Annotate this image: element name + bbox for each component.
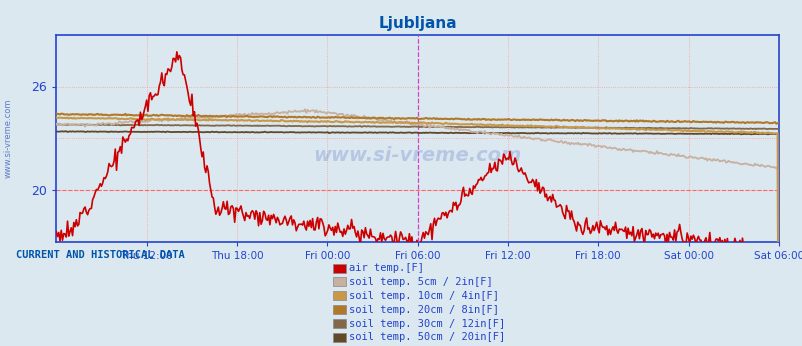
Text: CURRENT AND HISTORICAL DATA: CURRENT AND HISTORICAL DATA	[16, 250, 184, 260]
Title: Ljubljana: Ljubljana	[378, 16, 456, 31]
Text: soil temp. 10cm / 4in[F]: soil temp. 10cm / 4in[F]	[349, 291, 499, 301]
Text: www.si-vreme.com: www.si-vreme.com	[313, 146, 521, 164]
Text: soil temp. 50cm / 20in[F]: soil temp. 50cm / 20in[F]	[349, 333, 505, 342]
Text: soil temp. 5cm / 2in[F]: soil temp. 5cm / 2in[F]	[349, 277, 492, 287]
Text: air temp.[F]: air temp.[F]	[349, 263, 423, 273]
Text: soil temp. 20cm / 8in[F]: soil temp. 20cm / 8in[F]	[349, 305, 499, 315]
Text: soil temp. 30cm / 12in[F]: soil temp. 30cm / 12in[F]	[349, 319, 505, 328]
Text: www.si-vreme.com: www.si-vreme.com	[4, 99, 13, 178]
